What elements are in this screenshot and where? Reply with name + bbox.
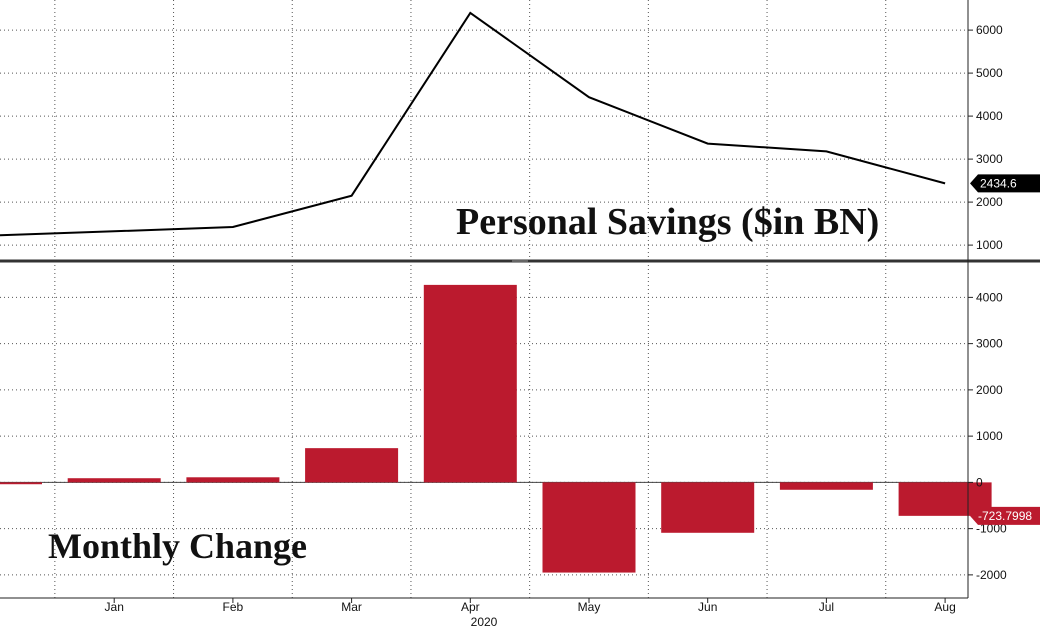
x-tick-label: Jun — [698, 600, 717, 614]
bottom-last-value-label: -723.7998 — [978, 509, 1032, 523]
x-axis-ticks: Jan Feb Mar Apr May Jun Jul Aug — [105, 598, 956, 614]
x-tick-label: Aug — [934, 600, 955, 614]
top-panel-line-series — [0, 11, 946, 237]
change-bar-dec — [0, 482, 42, 485]
top-panel-grid — [0, 29, 968, 246]
top-panel-last-value-flag: 2434.6 — [970, 174, 1040, 193]
change-bar-jun — [661, 482, 755, 533]
x-tick-label: Jul — [819, 600, 834, 614]
change-bar-may — [542, 482, 636, 573]
change-bar-feb — [186, 477, 280, 483]
bottom-y-tick-label: -2000 — [976, 568, 1007, 582]
top-panel-y-ticks: 1000 2000 3000 4000 5000 6000 — [968, 23, 1003, 252]
top-y-tick-label: 5000 — [976, 66, 1003, 80]
top-panel-title: Personal Savings ($in BN) — [456, 201, 879, 243]
change-bar-jul — [779, 482, 873, 490]
x-tick-label: May — [578, 600, 601, 614]
bottom-y-tick-label: 2000 — [976, 383, 1003, 397]
change-bar-mar — [305, 448, 399, 483]
top-panel-vertical-grid — [54, 0, 887, 258]
top-y-tick-label: 6000 — [976, 23, 1003, 37]
bottom-panel-y-ticks: -2000 -1000 0 1000 2000 3000 4000 — [968, 290, 1007, 582]
top-last-value-flag-bg — [970, 174, 1040, 193]
top-y-tick-label: 4000 — [976, 109, 1003, 123]
top-y-tick-label: 2000 — [976, 195, 1003, 209]
x-tick-label: Mar — [341, 600, 362, 614]
top-last-value-label: 2434.6 — [980, 176, 1017, 190]
x-tick-label: Jan — [105, 600, 124, 614]
change-bar-apr — [423, 284, 517, 483]
bottom-y-tick-label: 0 — [976, 475, 983, 489]
bottom-last-value-flag-bg — [970, 506, 1040, 525]
bottom-panel-bar-series — [0, 284, 992, 573]
top-y-tick-label: 3000 — [976, 152, 1003, 166]
bottom-panel-last-value-flag: -723.7998 — [970, 506, 1040, 525]
bottom-y-tick-label: 1000 — [976, 429, 1003, 443]
bottom-y-tick-label: 4000 — [976, 290, 1003, 304]
x-tick-label: Feb — [223, 600, 244, 614]
bottom-y-tick-label: 3000 — [976, 337, 1003, 351]
bottom-y-tick-label: -1000 — [976, 522, 1007, 536]
x-axis-year-label: 2020 — [471, 615, 498, 629]
top-y-tick-label: 1000 — [976, 238, 1003, 252]
change-bar-jan — [67, 478, 161, 483]
x-tick-label: Apr — [461, 600, 480, 614]
bottom-panel-title: Monthly Change — [48, 526, 307, 566]
